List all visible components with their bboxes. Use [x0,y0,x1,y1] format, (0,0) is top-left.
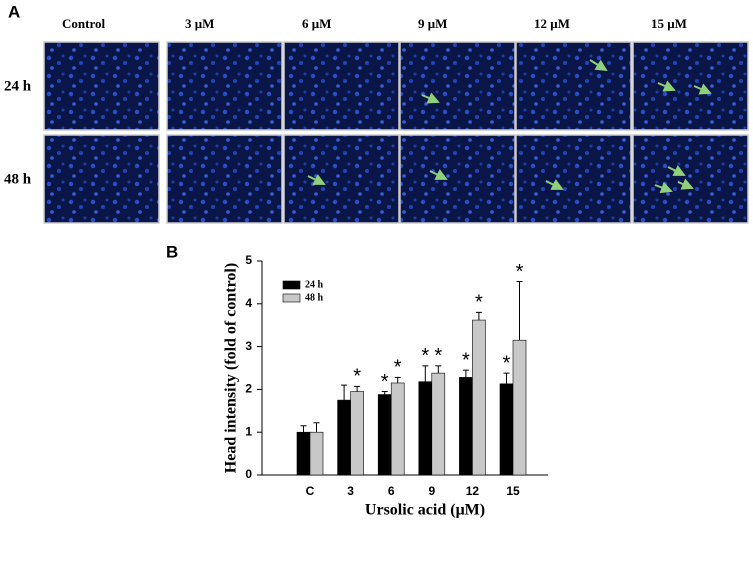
error-bar [341,384,348,401]
legend-swatch [282,293,301,303]
bar [390,382,405,476]
bar [459,377,473,476]
error-bar [516,281,523,341]
x-tick-label: 6 [388,484,395,498]
error-bar [381,391,388,395]
legend-label: 48 h [305,292,324,303]
significance: * [462,349,470,371]
x-axis-title: Ursolic acid (μM) [365,502,485,519]
error-bar [435,365,442,374]
y-tick-label: 2 [245,382,252,396]
micrograph [43,134,160,224]
error-bar [422,365,429,382]
micrograph [283,134,400,224]
micrograph [283,41,400,131]
micrograph [43,41,160,131]
bar [418,381,433,476]
micrograph [399,41,516,131]
column-label: 15 μM [651,16,687,31]
bar [296,431,311,476]
micrograph [632,134,749,224]
x-tick-label: 9 [428,484,435,498]
panel-label: A [8,2,20,21]
error-bar [503,372,510,384]
significance: * [421,345,429,367]
bar [377,394,392,476]
micrograph [515,41,632,131]
bar [350,391,364,476]
micrograph [632,41,749,131]
image-grid: Control 3 μM 6 μM 9 μM 12 μM 15 μM 24 h 48 h [4,16,749,224]
legend-label: 24 h [305,279,324,290]
y-tick-label: 4 [245,296,252,310]
micrograph [166,41,283,131]
row-label: 48 h [4,171,32,187]
y-axis-title: Head intensity (fold of control) [223,263,240,473]
micrograph [515,134,632,224]
significance: * [381,371,389,393]
column-label: 9 μM [418,16,447,31]
x-tick-label: 15 [506,484,520,498]
column-label: 6 μM [302,16,331,31]
bar [431,372,446,476]
legend-swatch [282,280,301,290]
error-bar [354,385,361,392]
bar [512,339,527,476]
significance: * [434,345,442,367]
error-bar [313,422,320,433]
y-tick-label: 0 [245,467,252,481]
y-tick-label: 5 [245,253,252,267]
error-bar [300,425,307,433]
panel-label: B [166,242,178,261]
arrows [307,59,712,194]
column-label: 12 μM [534,16,570,31]
bar [472,319,486,476]
error-bar [462,369,469,378]
significance: * [353,366,361,388]
bar [337,399,351,476]
error-bar [475,311,482,321]
significance: * [475,292,483,314]
significance: * [394,357,402,379]
significance: * [503,352,511,374]
y-tick-label: 1 [245,424,252,438]
bar [499,383,514,476]
column-label: Control [62,16,105,31]
x-tick-label: 12 [466,484,480,498]
column-label: 3 μM [185,16,214,31]
x-tick-label: 3 [347,484,354,498]
y-tick-label: 3 [245,339,252,353]
error-bar [394,376,401,383]
significance: * [516,261,524,283]
bar [309,431,324,476]
x-tick-label: C [306,484,315,498]
row-label: 24 h [4,78,32,94]
micrograph [399,134,516,224]
micrograph [166,134,283,224]
